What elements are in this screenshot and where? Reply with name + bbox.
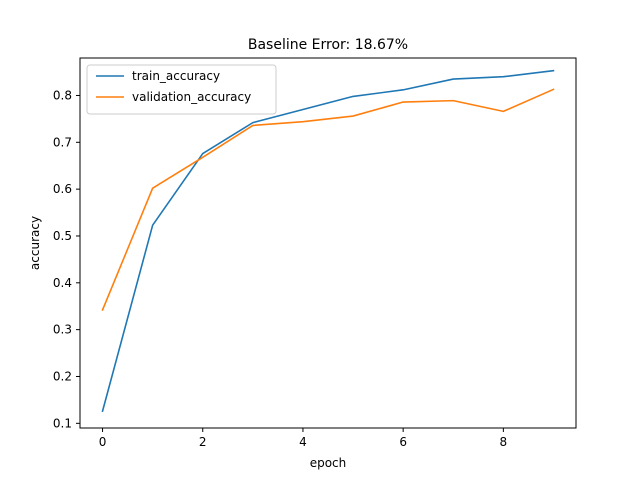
x-tick-label: 6 [399, 435, 407, 449]
y-tick-label: 0.3 [53, 323, 72, 337]
y-tick-label: 0.6 [53, 182, 72, 196]
y-tick-label: 0.8 [53, 88, 72, 102]
x-tick-label: 4 [299, 435, 307, 449]
x-axis: 0 2 4 6 8 [99, 428, 507, 449]
y-tick-label: 0.4 [53, 276, 72, 290]
y-tick-label: 0.1 [53, 416, 72, 430]
y-tick-label: 0.7 [53, 135, 72, 149]
x-tick-label: 8 [500, 435, 508, 449]
legend-label: validation_accuracy [132, 90, 251, 104]
series-layer [101, 69, 555, 413]
y-axis: 0.1 0.2 0.3 0.4 0.5 0.6 0.7 0.8 [53, 88, 80, 430]
y-axis-title: accuracy [28, 216, 42, 270]
chart-title: Baseline Error: 18.67% [248, 37, 408, 53]
train-accuracy-line [101, 69, 555, 413]
y-tick-label: 0.5 [53, 229, 72, 243]
y-tick-label: 0.2 [53, 369, 72, 383]
validation-accuracy-line [101, 88, 555, 312]
x-tick-label: 2 [199, 435, 207, 449]
legend-label: train_accuracy [132, 69, 220, 83]
x-tick-label: 0 [99, 435, 107, 449]
x-axis-title: epoch [310, 456, 347, 470]
legend-box [86, 64, 277, 115]
legend-items: train_accuracy validation_accuracy [96, 69, 251, 104]
plot-area [79, 57, 577, 429]
legend: train_accuracy validation_accuracy [86, 64, 277, 115]
